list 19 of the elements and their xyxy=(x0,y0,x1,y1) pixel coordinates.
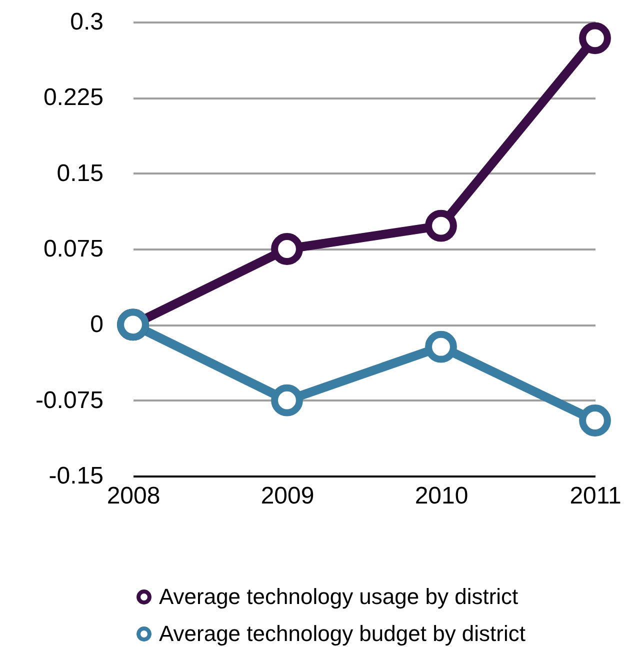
x-tick-label: 2009 xyxy=(260,482,314,510)
legend-label: Average technology budget by district xyxy=(159,621,526,646)
y-tick-label: 0 xyxy=(90,311,104,338)
x-tick-label: 2011 xyxy=(570,482,622,510)
y-tick-label: 0.225 xyxy=(43,84,104,112)
y-tick-label: 0.3 xyxy=(70,8,104,36)
x-tick-label: 2008 xyxy=(106,482,160,510)
point xyxy=(271,384,303,416)
point xyxy=(425,210,457,242)
point xyxy=(271,233,303,265)
y-tick-label: 0.075 xyxy=(43,236,104,262)
y-tick-label: -0.075 xyxy=(35,386,104,414)
legend-label: Average technology usage by district xyxy=(159,584,518,609)
point xyxy=(425,330,457,363)
y-tick-label: -0.15 xyxy=(48,462,104,490)
point xyxy=(579,22,611,54)
y-tick-label: 0.15 xyxy=(56,160,104,187)
x-tick-label: 2010 xyxy=(414,482,468,510)
point xyxy=(579,404,611,436)
